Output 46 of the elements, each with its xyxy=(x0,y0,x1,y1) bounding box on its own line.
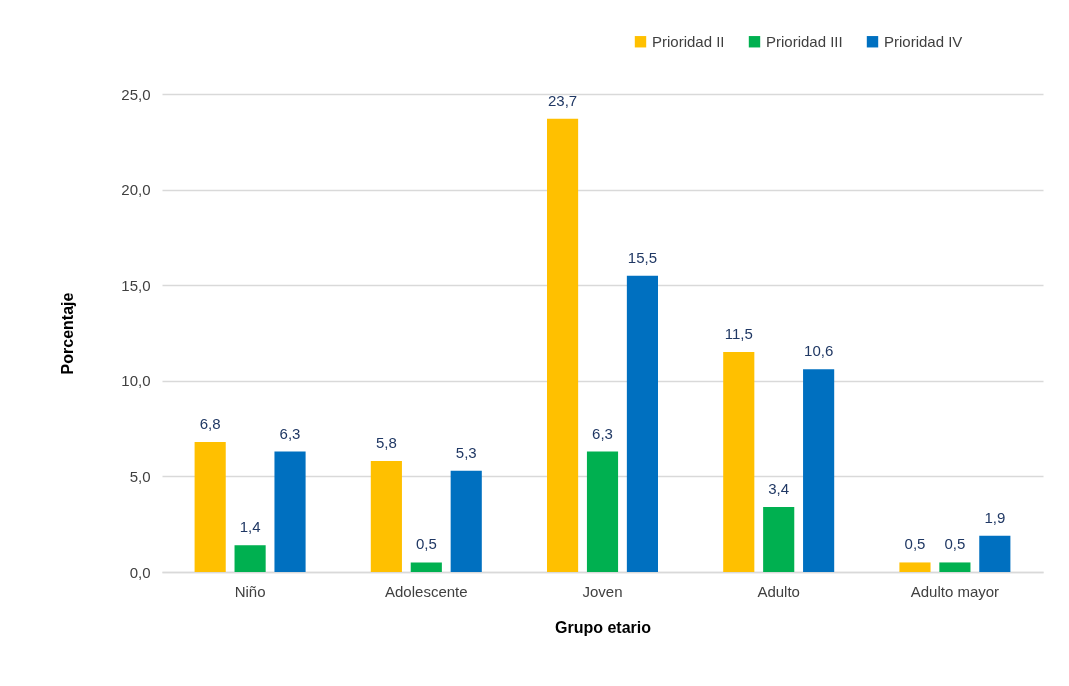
bar xyxy=(723,352,755,572)
bar xyxy=(803,369,835,572)
data-label: 0,5 xyxy=(944,535,966,553)
data-label: 5,8 xyxy=(375,434,397,452)
data-label: 6,3 xyxy=(592,424,613,442)
legend-label: Prioridad II xyxy=(652,32,725,50)
data-label: 0,5 xyxy=(904,535,926,553)
y-tick-label: 10,0 xyxy=(121,372,151,390)
x-axis-title: Grupo etario xyxy=(554,618,652,636)
y-tick-label: 25,0 xyxy=(121,85,151,103)
legend-label: Prioridad III xyxy=(766,32,843,50)
bar xyxy=(586,451,619,572)
bar xyxy=(763,506,795,572)
data-label: 23,7 xyxy=(547,91,578,109)
bar xyxy=(410,562,442,572)
data-label: 0,5 xyxy=(415,535,437,553)
data-label: 10,6 xyxy=(804,342,834,360)
bar xyxy=(370,461,402,572)
bar xyxy=(194,441,226,572)
y-tick-label: 5,0 xyxy=(129,467,151,485)
bar xyxy=(939,562,971,572)
bar xyxy=(979,535,1011,572)
legend-label: Prioridad IV xyxy=(884,32,963,50)
y-tick-label: 15,0 xyxy=(121,276,151,294)
bar xyxy=(450,470,482,572)
y-axis-title: Porcentaje xyxy=(59,292,77,375)
bar xyxy=(899,562,931,572)
bar xyxy=(547,118,579,572)
x-tick-label: Adolescente xyxy=(385,582,468,600)
data-label: 15,5 xyxy=(627,248,658,266)
bar xyxy=(234,545,266,572)
data-label: 1,9 xyxy=(984,508,1006,526)
data-label: 1,4 xyxy=(239,518,261,536)
data-label: 6,3 xyxy=(279,424,301,442)
x-tick-label: Joven xyxy=(582,582,623,600)
data-label: 3,4 xyxy=(768,479,790,497)
bar xyxy=(626,275,658,572)
data-label: 6,8 xyxy=(199,414,221,432)
x-tick-label: Adulto xyxy=(757,582,800,600)
data-label: 5,3 xyxy=(455,443,477,461)
bar xyxy=(274,451,306,572)
data-label: 11,5 xyxy=(724,325,753,343)
y-tick-label: 20,0 xyxy=(121,181,151,199)
x-tick-label: Adulto mayor xyxy=(910,582,1000,600)
x-tick-label: Niño xyxy=(234,582,266,600)
y-tick-label: 0,0 xyxy=(129,563,151,581)
